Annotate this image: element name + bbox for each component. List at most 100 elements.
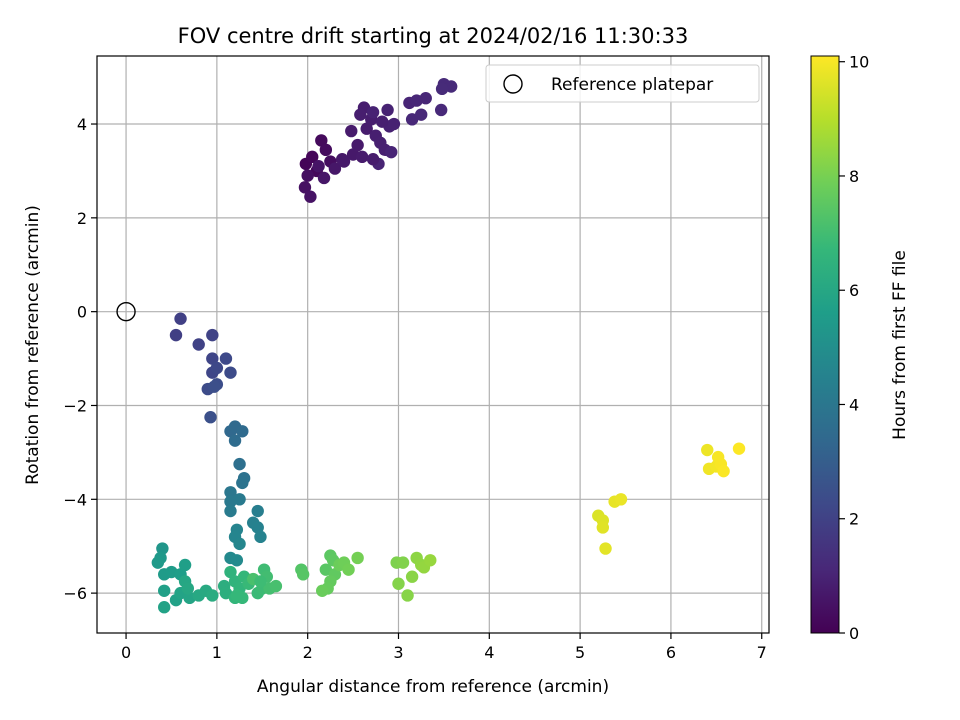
data-point bbox=[304, 190, 317, 203]
data-point bbox=[178, 558, 192, 572]
data-point bbox=[405, 570, 419, 583]
data-point bbox=[233, 537, 246, 551]
data-point bbox=[254, 530, 267, 544]
data-point bbox=[230, 554, 244, 567]
data-point bbox=[596, 521, 610, 534]
data-point bbox=[614, 493, 628, 506]
data-point bbox=[158, 584, 171, 597]
data-point bbox=[392, 577, 405, 590]
data-point bbox=[375, 115, 389, 128]
data-point bbox=[192, 338, 205, 351]
x-tick-label: 3 bbox=[393, 643, 403, 662]
reference-platepar-marker bbox=[116, 301, 136, 322]
data-point bbox=[319, 143, 333, 157]
data-point bbox=[387, 117, 401, 131]
x-tick-label: 5 bbox=[575, 643, 585, 662]
data-point bbox=[251, 521, 264, 534]
y-tick-label: 2 bbox=[77, 209, 87, 228]
data-point bbox=[424, 554, 437, 567]
y-tick-label: −6 bbox=[63, 584, 87, 603]
data-point bbox=[233, 493, 246, 506]
y-axis-title: Rotation from reference (arcmin) bbox=[23, 205, 43, 485]
data-point bbox=[224, 486, 237, 499]
x-tick-label: 1 bbox=[212, 643, 222, 662]
data-point bbox=[342, 563, 355, 576]
chart-title: FOV centre drift starting at 2024/02/16 … bbox=[178, 24, 689, 48]
colorbar-tick-label: 10 bbox=[849, 53, 869, 72]
data-point bbox=[401, 589, 414, 602]
data-point bbox=[169, 328, 183, 342]
data-point bbox=[228, 434, 242, 447]
data-point bbox=[151, 556, 165, 569]
data-point bbox=[396, 556, 410, 569]
colorbar-tick-label: 2 bbox=[849, 510, 859, 529]
data-point bbox=[434, 103, 448, 117]
data-point bbox=[224, 504, 237, 518]
data-point bbox=[233, 457, 246, 471]
colorbar-tick-label: 6 bbox=[849, 281, 859, 300]
data-point bbox=[419, 92, 432, 105]
x-tick-label: 7 bbox=[757, 643, 767, 662]
data-point bbox=[414, 108, 428, 121]
data-point bbox=[385, 145, 398, 159]
data-point bbox=[298, 181, 312, 194]
reference-marker-group bbox=[116, 301, 136, 322]
y-axis-ticks: −6 −4 −2 0 2 4 bbox=[63, 115, 97, 603]
data-point bbox=[717, 464, 730, 478]
data-point bbox=[230, 589, 244, 602]
data-point bbox=[181, 582, 195, 595]
data-point bbox=[328, 162, 342, 175]
data-point bbox=[224, 366, 237, 379]
colorbar-tick-label: 8 bbox=[849, 167, 859, 186]
scatter-points bbox=[151, 77, 746, 614]
y-tick-label: 0 bbox=[77, 303, 87, 322]
data-point bbox=[381, 103, 394, 117]
data-point bbox=[174, 312, 187, 325]
legend-box bbox=[485, 64, 760, 103]
data-point bbox=[351, 138, 364, 152]
x-tick-label: 0 bbox=[121, 643, 131, 662]
x-tick-label: 4 bbox=[484, 643, 494, 662]
legend-reference-marker bbox=[503, 74, 523, 94]
data-point bbox=[312, 160, 325, 173]
data-point bbox=[206, 352, 219, 365]
data-point bbox=[301, 169, 314, 182]
x-tick-label: 2 bbox=[303, 643, 313, 662]
data-point bbox=[435, 82, 449, 96]
data-point bbox=[206, 328, 219, 342]
legend-entry-reference: Reference platepar bbox=[551, 75, 713, 95]
data-point bbox=[360, 122, 373, 135]
data-point bbox=[254, 575, 267, 588]
data-point bbox=[207, 380, 221, 393]
data-point bbox=[732, 442, 746, 455]
data-point bbox=[224, 565, 237, 579]
data-point bbox=[251, 504, 264, 518]
colorbar-tick-label: 4 bbox=[849, 395, 859, 414]
data-point bbox=[204, 411, 217, 424]
data-point bbox=[354, 108, 367, 121]
data-point bbox=[236, 476, 249, 490]
x-axis-title: Angular distance from reference (arcmin) bbox=[257, 677, 609, 697]
data-point bbox=[366, 106, 380, 119]
data-point bbox=[219, 352, 233, 365]
data-point bbox=[316, 584, 329, 597]
data-point bbox=[337, 155, 351, 168]
data-point bbox=[206, 589, 219, 602]
data-point bbox=[156, 542, 169, 555]
legend: Reference platepar bbox=[485, 64, 760, 103]
data-point bbox=[296, 568, 310, 581]
data-point bbox=[269, 579, 283, 593]
data-point bbox=[701, 443, 714, 457]
colorbar-tick-label: 0 bbox=[849, 624, 859, 643]
data-point bbox=[317, 171, 331, 185]
data-point bbox=[599, 542, 612, 555]
data-point bbox=[236, 425, 249, 438]
y-tick-label: −4 bbox=[63, 490, 87, 509]
data-point bbox=[351, 551, 364, 565]
data-point bbox=[355, 150, 369, 164]
data-point bbox=[345, 124, 358, 138]
plot-frame bbox=[96, 55, 770, 634]
data-point bbox=[210, 361, 224, 375]
y-tick-label: −2 bbox=[63, 396, 87, 415]
